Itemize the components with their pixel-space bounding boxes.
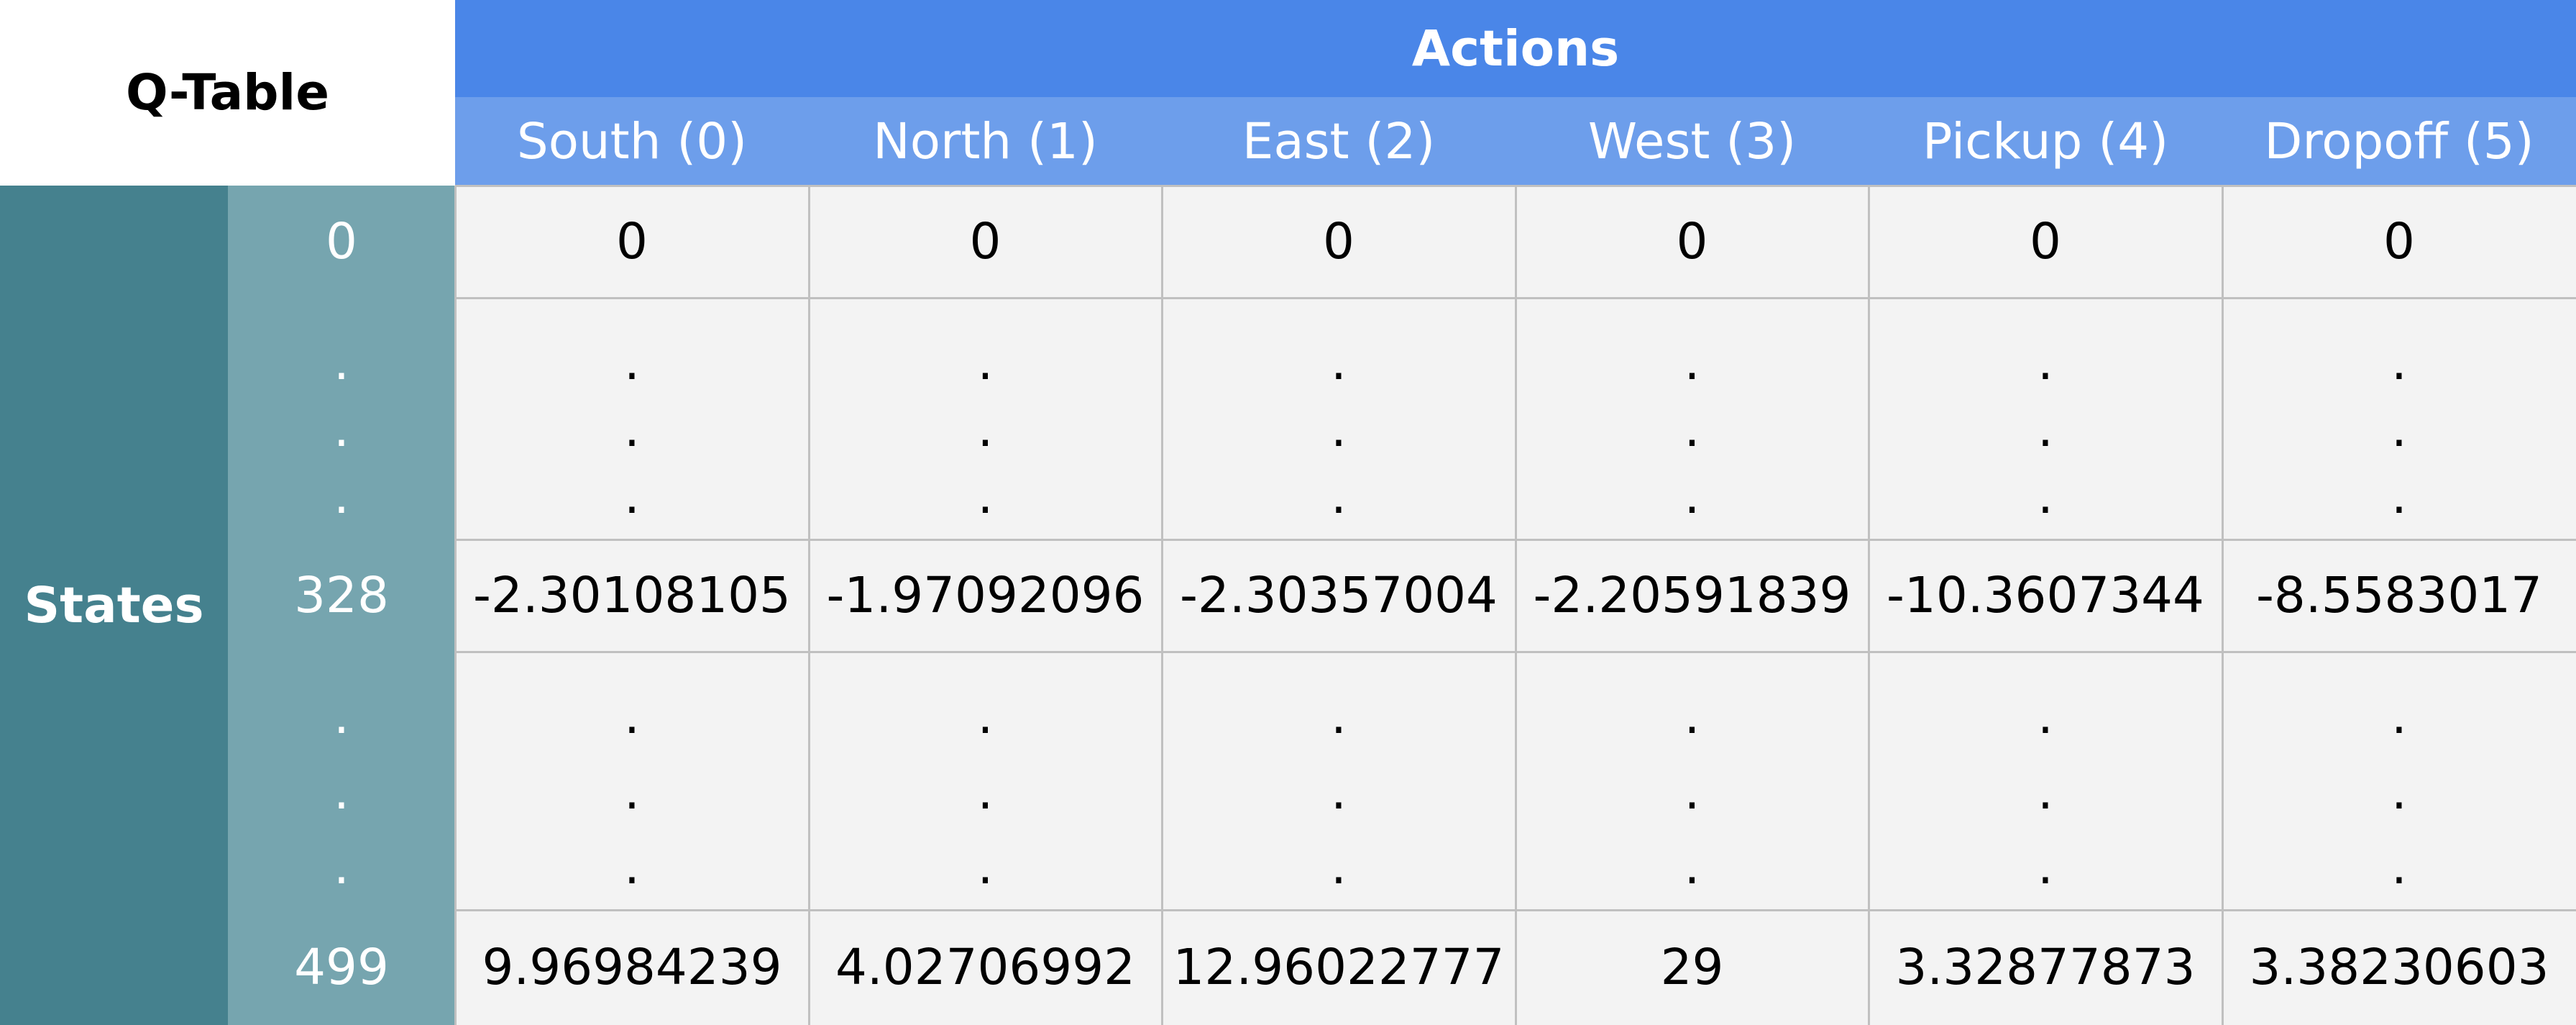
ellipsis-cell: ... [624,334,640,525]
ellipsis-cell: ... [1684,334,1700,525]
q-cell: 0 [1676,213,1708,270]
grid-line [1868,186,1870,1025]
ellipsis-cell: ... [624,688,640,896]
ellipsis-cell: ... [977,334,994,525]
ellipsis-cell: ... [1684,688,1700,896]
q-cell: 3.38230603 [2249,939,2549,996]
q-cell: -2.20591839 [1533,567,1851,624]
column-header-west: West (3) [1516,97,1869,186]
grid-line [454,186,457,1025]
q-cell: -2.30108105 [473,567,791,624]
states-label: States [0,186,228,1025]
ellipsis-cell: ... [2391,688,2407,896]
column-header-south: South (0) [455,97,809,186]
state-ellipsis-2: ... [334,688,349,896]
q-cell: 0 [969,213,1001,270]
q-cell: 0 [2383,213,2415,270]
actions-header: Actions [455,0,2576,97]
q-cell: 0 [1323,213,1355,270]
state-index-column [228,186,455,1025]
q-cell: 0 [2030,213,2061,270]
ellipsis-cell: ... [2038,334,2053,525]
ellipsis-cell: ... [1331,688,1347,896]
state-ellipsis-1: ... [334,334,349,525]
q-table-title: Q-Table [0,0,455,186]
q-cell: 29 [1660,939,1724,996]
grid-line [1161,186,1163,1025]
column-header-pickup: Pickup (4) [1869,97,2222,186]
q-cell: 12.96022777 [1173,939,1505,996]
q-cell: -1.97092096 [826,567,1145,624]
grid-line [2222,186,2224,1025]
q-cell: 4.02706992 [835,939,1136,996]
q-cell: 0 [616,213,648,270]
q-cell: 9.96984239 [482,939,782,996]
q-cell: 3.32877873 [1895,939,2196,996]
q-cell: -8.5583017 [2255,567,2543,624]
ellipsis-cell: ... [977,688,994,896]
grid-line [808,186,810,1025]
state-label-328: 328 [294,567,389,624]
q-cell: -2.30357004 [1180,567,1498,624]
q-cell: -10.3607344 [1887,567,2204,624]
grid-line [1515,186,1517,1025]
ellipsis-cell: ... [2038,688,2053,896]
state-label-0: 0 [326,213,357,270]
ellipsis-cell: ... [1331,334,1347,525]
column-header-east: East (2) [1162,97,1516,186]
ellipsis-cell: ... [2391,334,2407,525]
column-header-north: North (1) [809,97,1162,186]
state-label-499: 499 [294,939,389,996]
column-header-dropoff: Dropoff (5) [2222,97,2576,186]
